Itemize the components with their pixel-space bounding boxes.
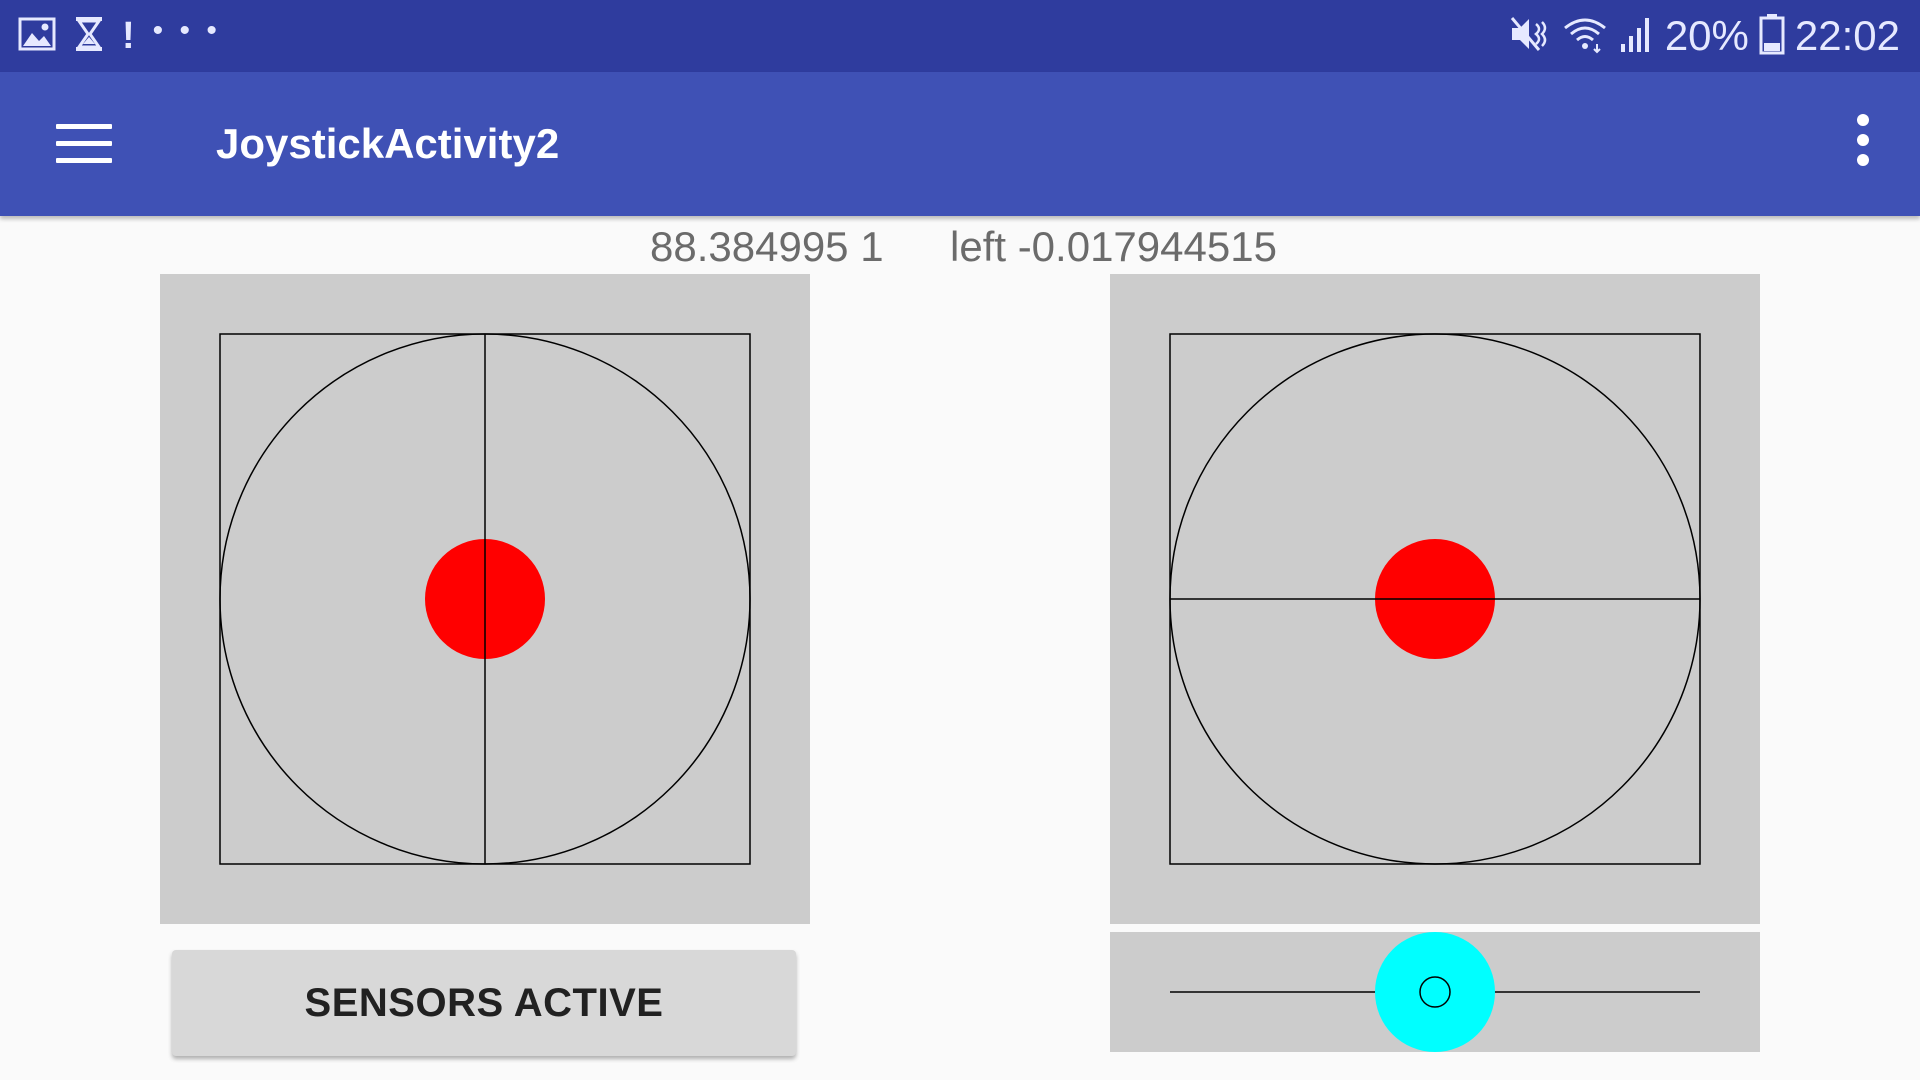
left-joystick-canvas <box>219 333 751 865</box>
mute-icon <box>1509 14 1551 59</box>
more-notifications-icon: • • • <box>152 14 221 47</box>
app-title: JoystickActivity2 <box>216 120 560 167</box>
app-bar: JoystickActivity2 <box>0 72 1920 216</box>
sensors-active-button[interactable]: SENSORS ACTIVE <box>172 950 796 1056</box>
notification-icons: ! • • • <box>18 14 221 58</box>
system-icons: 20% 22:02 <box>1509 10 1900 62</box>
slider-knob-center <box>1419 976 1451 1008</box>
status-bar: ! • • • <box>0 0 1920 72</box>
more-vert-icon[interactable] <box>1848 114 1878 174</box>
battery-percent: 20% <box>1664 12 1749 59</box>
wifi-icon <box>1561 14 1609 59</box>
signal-icon <box>1619 14 1655 59</box>
right-joystick-readout: left -0.017944515 <box>950 223 1277 270</box>
left-joystick[interactable] <box>160 274 810 924</box>
right-joystick-canvas <box>1169 333 1701 865</box>
image-icon <box>18 17 56 56</box>
alert-icon: ! <box>122 14 135 57</box>
hamburger-menu-icon[interactable] <box>48 116 120 172</box>
horizontal-slider[interactable] <box>1110 932 1760 1052</box>
clock: 22:02 <box>1794 12 1900 59</box>
slider-canvas <box>1170 932 1700 1052</box>
battery-icon <box>1759 13 1785 60</box>
hourglass-icon <box>74 16 104 57</box>
right-joystick[interactable] <box>1110 274 1760 924</box>
slider-knob[interactable] <box>1375 932 1495 1052</box>
left-joystick-readout: 88.384995 1 <box>650 223 884 270</box>
